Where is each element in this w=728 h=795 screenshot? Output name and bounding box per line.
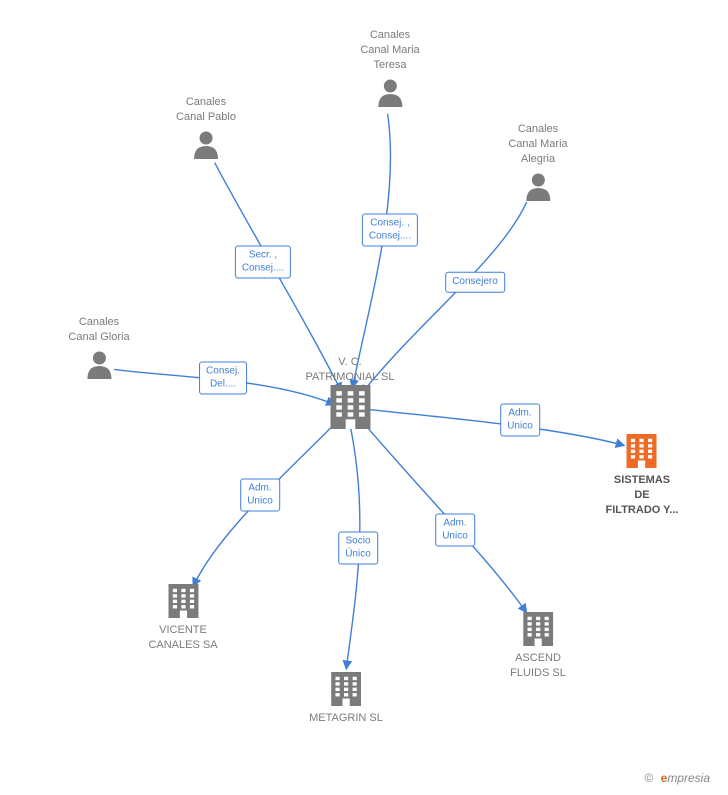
edge-label: Adm. Unico xyxy=(435,514,475,547)
node-label: VICENTE CANALES SA xyxy=(148,623,217,653)
network-diagram: V. C. PATRIMONIAL SL Canales Canal Pablo… xyxy=(0,0,728,795)
building-icon xyxy=(309,672,383,711)
node-gloria[interactable]: Canales Canal Gloria xyxy=(68,315,129,384)
brand-rest: mpresia xyxy=(667,771,710,785)
edge-label: Adm. Unico xyxy=(240,479,280,512)
building-icon xyxy=(148,584,217,623)
node-pablo[interactable]: Canales Canal Pablo xyxy=(176,95,236,164)
node-label: Canales Canal Maria Alegria xyxy=(508,122,567,167)
building-icon xyxy=(330,416,370,433)
node-vicente[interactable]: VICENTE CANALES SA xyxy=(148,580,217,653)
node-alegria[interactable]: Canales Canal Maria Alegria xyxy=(508,122,567,206)
edge-label: Socio Único xyxy=(338,532,378,565)
node-label: Canales Canal Pablo xyxy=(176,95,236,125)
watermark: © empresia xyxy=(644,771,710,785)
building-icon xyxy=(606,434,679,473)
edge xyxy=(368,409,625,445)
node-teresa[interactable]: Canales Canal Maria Teresa xyxy=(360,28,419,112)
node-label: SISTEMAS DE FILTRADO Y... xyxy=(606,473,679,518)
edge xyxy=(352,114,390,389)
edge-label: Consej. Del.... xyxy=(199,362,247,395)
node-label: Canales Canal Gloria xyxy=(68,315,129,345)
node-ascend[interactable]: ASCEND FLUIDS SL xyxy=(510,608,566,681)
person-icon xyxy=(176,129,236,164)
edge-label: Adm. Unico xyxy=(500,404,540,437)
person-icon xyxy=(360,77,419,112)
node-label: Canales Canal Maria Teresa xyxy=(360,28,419,73)
person-icon xyxy=(508,171,567,206)
center-node-patrimonial[interactable]: V. C. PATRIMONIAL SL xyxy=(305,355,394,434)
center-label: V. C. PATRIMONIAL SL xyxy=(305,355,394,385)
node-label: ASCEND FLUIDS SL xyxy=(510,651,566,681)
edge-label: Secr. , Consej.... xyxy=(235,246,291,279)
person-icon xyxy=(68,349,129,384)
node-sistemas[interactable]: SISTEMAS DE FILTRADO Y... xyxy=(606,430,679,518)
node-metagrin[interactable]: METAGRIN SL xyxy=(309,668,383,726)
edge-label: Consejero xyxy=(445,272,505,293)
node-label: METAGRIN SL xyxy=(309,711,383,726)
edge-label: Consej. , Consej.... xyxy=(362,214,418,247)
copyright-symbol: © xyxy=(644,771,653,785)
building-icon xyxy=(510,612,566,651)
